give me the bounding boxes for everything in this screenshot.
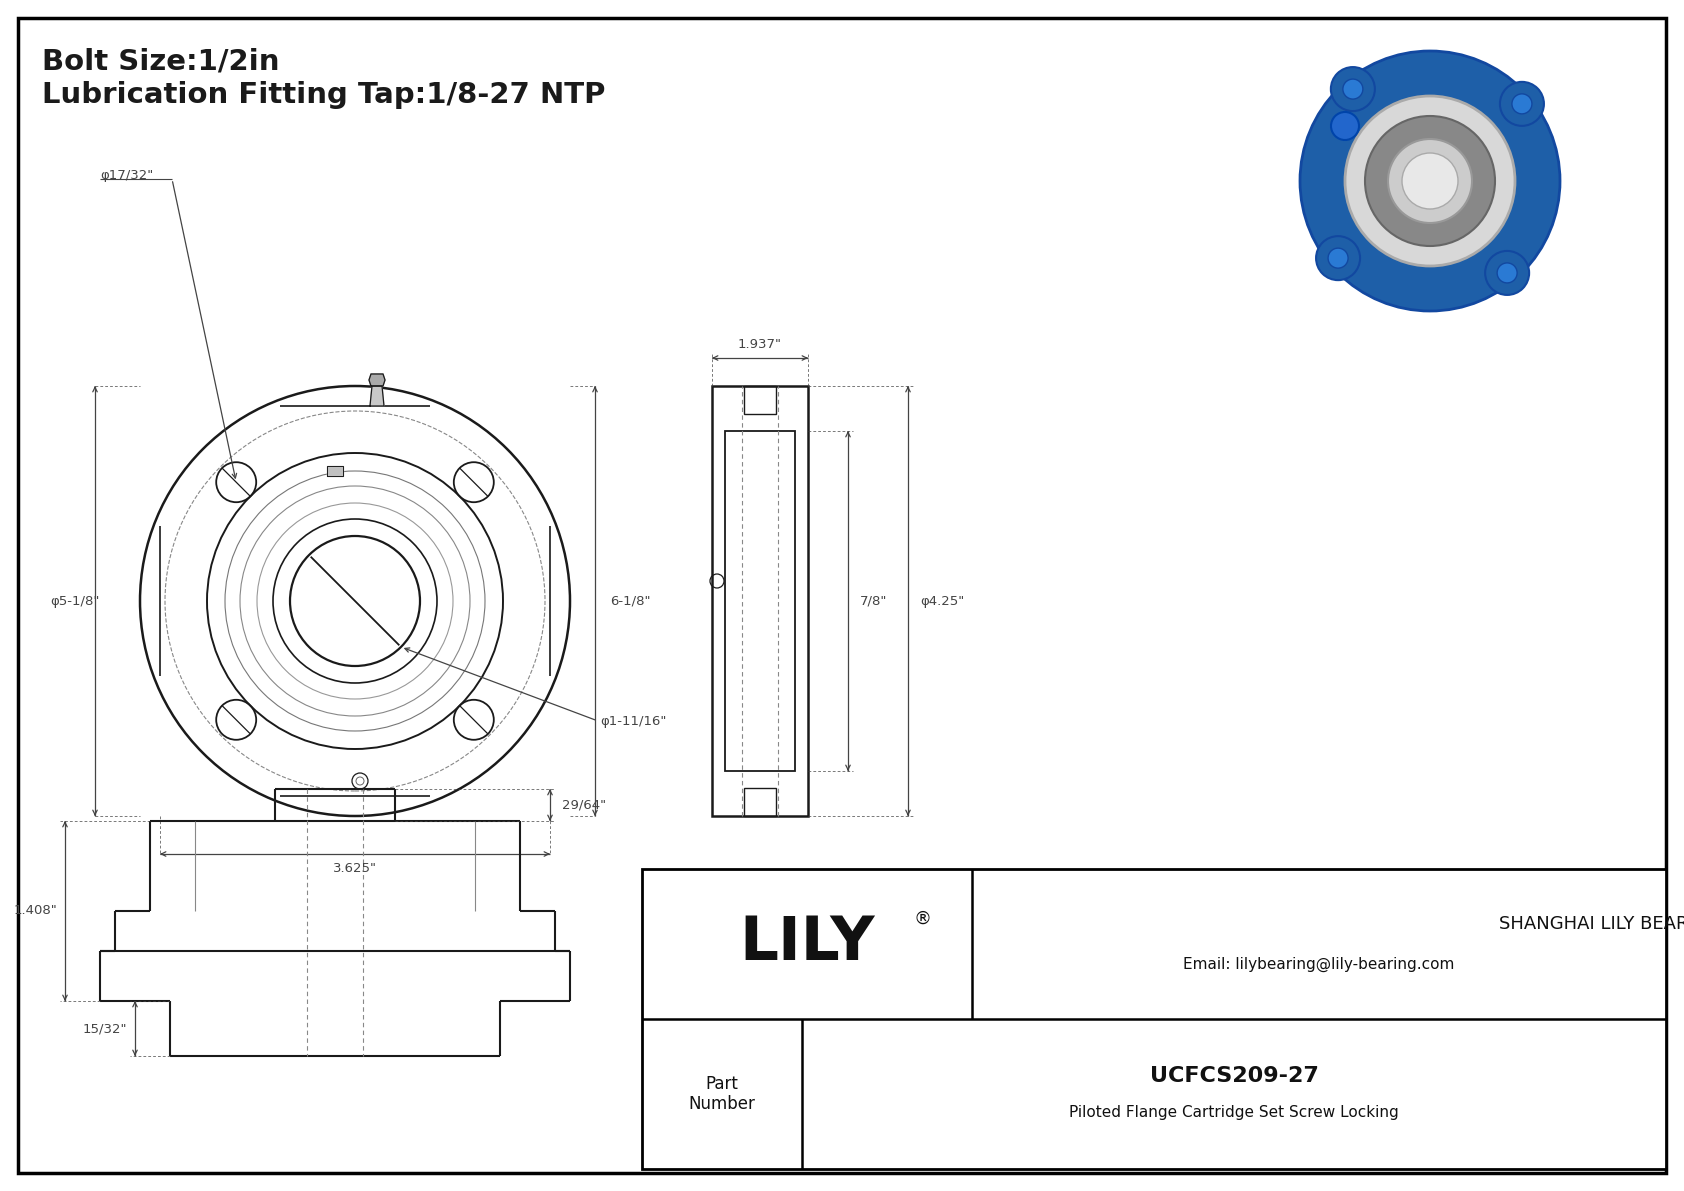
Text: 1.408": 1.408" — [13, 904, 57, 917]
Text: 15/32": 15/32" — [83, 1022, 126, 1035]
Circle shape — [1330, 112, 1359, 141]
Text: Lubrication Fitting Tap:1/8-27 NTP: Lubrication Fitting Tap:1/8-27 NTP — [42, 81, 606, 110]
Circle shape — [1403, 152, 1458, 208]
Text: 6-1/8": 6-1/8" — [610, 594, 650, 607]
Bar — [726, 431, 795, 771]
Bar — [712, 386, 808, 816]
Text: 3.625": 3.625" — [333, 861, 377, 874]
Text: Bolt Size:1/2in: Bolt Size:1/2in — [42, 48, 280, 76]
Text: LILY: LILY — [739, 915, 874, 973]
Text: ®: ® — [913, 910, 931, 928]
Circle shape — [1512, 94, 1532, 114]
Text: UCFCS209-27: UCFCS209-27 — [1150, 1066, 1319, 1086]
Circle shape — [1497, 263, 1517, 283]
Text: Piloted Flange Cartridge Set Screw Locking: Piloted Flange Cartridge Set Screw Locki… — [1069, 1104, 1399, 1120]
Circle shape — [1342, 79, 1362, 99]
Circle shape — [1366, 116, 1495, 247]
Bar — [642, 869, 1665, 1170]
Text: 1.937": 1.937" — [738, 338, 781, 351]
Circle shape — [1485, 251, 1529, 295]
Text: φ5-1/8": φ5-1/8" — [51, 594, 99, 607]
Text: SHANGHAI LILY BEARING LIMITED: SHANGHAI LILY BEARING LIMITED — [1499, 915, 1684, 933]
Circle shape — [1330, 67, 1374, 111]
Polygon shape — [369, 374, 386, 386]
Circle shape — [1329, 248, 1349, 268]
Text: Part
Number: Part Number — [689, 1074, 756, 1114]
Polygon shape — [370, 386, 384, 406]
Circle shape — [1500, 82, 1544, 126]
Bar — [744, 386, 776, 414]
Text: Email: lilybearing@lily-bearing.com: Email: lilybearing@lily-bearing.com — [1184, 956, 1455, 972]
Bar — [744, 788, 776, 816]
Text: 29/64": 29/64" — [562, 798, 606, 811]
Text: φ17/32": φ17/32" — [99, 169, 153, 182]
Circle shape — [1317, 236, 1361, 280]
Circle shape — [1388, 139, 1472, 223]
Text: φ4.25": φ4.25" — [919, 594, 965, 607]
Text: 7/8": 7/8" — [861, 594, 887, 607]
Polygon shape — [327, 466, 344, 476]
Circle shape — [1346, 96, 1516, 266]
Text: φ1-11/16": φ1-11/16" — [600, 715, 667, 728]
Circle shape — [1300, 51, 1559, 311]
